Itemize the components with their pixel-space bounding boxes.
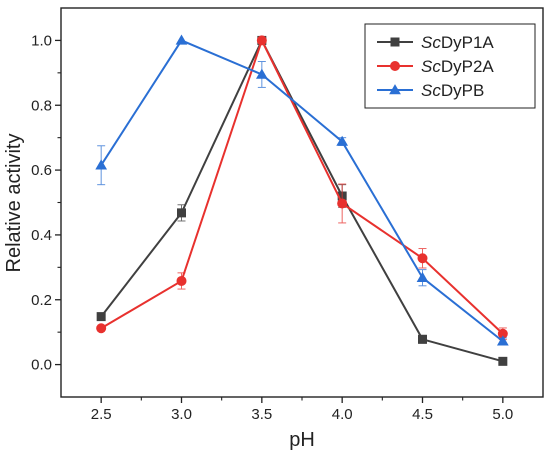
legend-label-suffix: DyP2A	[441, 57, 495, 76]
data-point	[416, 271, 429, 282]
x-tick-label: 3.5	[251, 406, 272, 423]
data-point	[255, 68, 268, 79]
x-tick-label: 2.5	[91, 406, 112, 423]
data-point	[496, 335, 509, 346]
data-point	[176, 275, 187, 286]
series-dyp2a	[96, 35, 508, 341]
y-axis: 0.0 0.2 0.4 0.6 0.8 1.0	[31, 32, 61, 374]
x-axis: 2.5 3.0 3.5 4.0 4.5 5.0	[91, 397, 513, 423]
legend-label-prefix: Sc	[421, 81, 441, 100]
data-point	[175, 34, 188, 45]
legend-label: ScDyP2A	[421, 57, 494, 76]
y-tick-label: 1.0	[31, 32, 52, 49]
x-axis-label: pH	[289, 429, 315, 451]
legend-label-suffix: DyPB	[441, 81, 484, 100]
series-line	[100, 37, 504, 335]
legend-label-prefix: Sc	[421, 57, 441, 76]
data-point	[417, 253, 428, 264]
data-point	[337, 198, 348, 209]
data-point	[336, 135, 349, 146]
legend-label: ScDyP1A	[421, 33, 494, 52]
legend-item-dyp1a: ScDyP1A	[377, 33, 494, 52]
series-dypb	[95, 34, 509, 346]
data-point	[498, 356, 508, 366]
data-point	[389, 84, 401, 95]
x-tick-label: 3.0	[171, 406, 192, 423]
legend-label-suffix: DyP1A	[441, 33, 495, 52]
data-point	[390, 61, 400, 71]
x-tick-label: 4.5	[412, 406, 433, 423]
data-point	[256, 35, 267, 46]
y-tick-label: 0.4	[31, 227, 52, 244]
series-layer	[95, 34, 509, 366]
legend-label: ScDyPB	[421, 81, 484, 100]
legend-item-dypb: ScDyPB	[377, 81, 484, 100]
y-tick-label: 0.6	[31, 162, 52, 179]
x-tick-label: 4.0	[332, 406, 353, 423]
y-axis-label: Relative activity	[3, 134, 25, 273]
x-tick-label: 5.0	[492, 406, 513, 423]
data-point	[95, 159, 108, 170]
y-tick-label: 0.2	[31, 292, 52, 309]
data-point	[96, 323, 107, 334]
y-tick-label: 0.0	[31, 357, 52, 374]
data-point	[497, 328, 508, 339]
data-point	[177, 208, 186, 218]
data-point	[96, 312, 106, 322]
legend-label-prefix: Sc	[421, 33, 441, 52]
series-line	[100, 38, 504, 363]
legend-item-dyp2a: ScDyP2A	[377, 57, 494, 76]
data-point	[390, 37, 400, 47]
series-line	[100, 39, 504, 343]
y-tick-label: 0.8	[31, 97, 52, 114]
data-point	[418, 334, 427, 344]
